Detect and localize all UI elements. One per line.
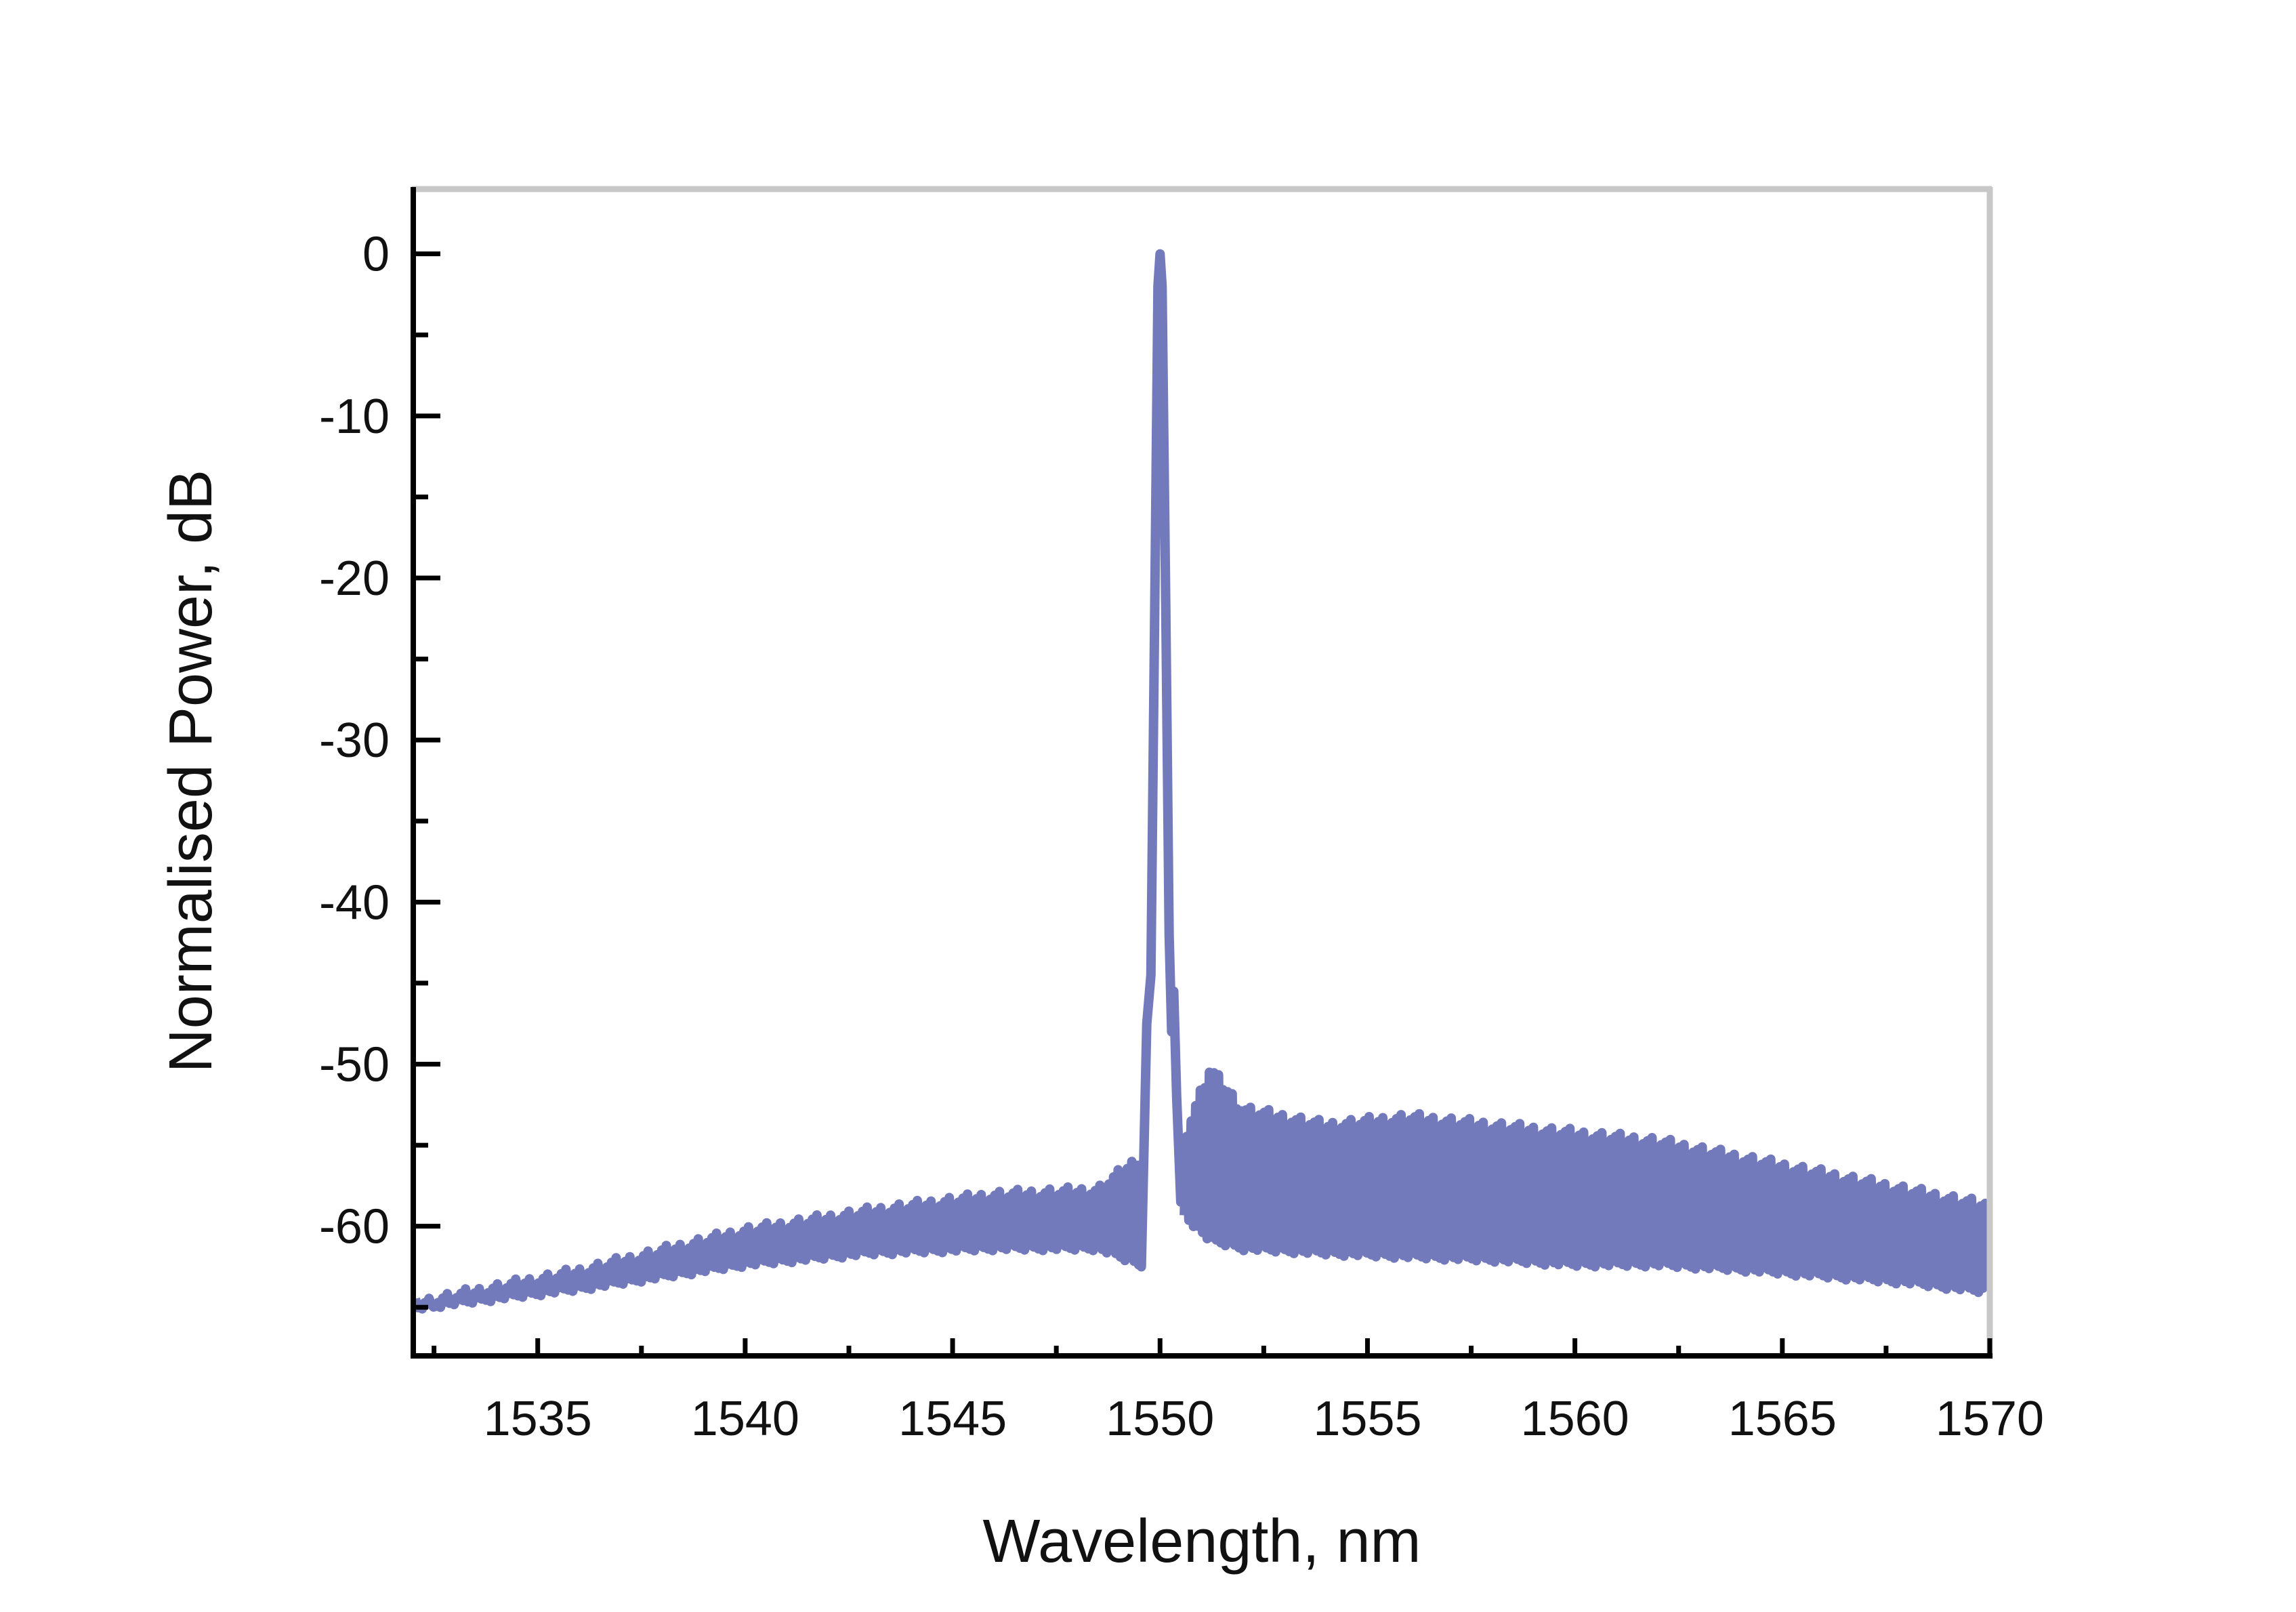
series-noise-right [1180,1067,1992,1298]
y-tick-label: -40 [319,875,390,930]
tick-layer [413,251,1992,1356]
series-noise-left [411,1157,1146,1314]
x-tick-label: 1545 [898,1392,1007,1446]
y-tick-label: -20 [319,552,390,606]
series-layer [411,249,1992,1314]
y-tick-label: -10 [319,390,390,444]
x-tick-labels: 1535 1540 1545 1550 1555 1560 1565 1570 [484,1392,2044,1446]
x-axis-title: Wavelength, nm [983,1508,1421,1575]
x-tick-label: 1565 [1728,1392,1837,1446]
series-peak [1132,249,1190,1272]
x-tick-label: 1535 [484,1392,592,1446]
y-tick-label: -30 [319,714,390,768]
y-tick-label: 0 [362,228,390,282]
y-axis-title: Normalised Power, dB [157,470,225,1073]
x-tick-label: 1555 [1313,1392,1421,1446]
y-tick-labels: 0 -10 -20 -30 -40 -50 -60 [319,228,390,1254]
x-tick-label: 1550 [1106,1392,1214,1446]
y-tick-label: -60 [319,1200,390,1254]
x-tick-label: 1570 [1936,1392,2044,1446]
y-tick-label: -50 [319,1038,390,1092]
x-tick-label: 1540 [691,1392,799,1446]
x-tick-label: 1560 [1521,1392,1629,1446]
